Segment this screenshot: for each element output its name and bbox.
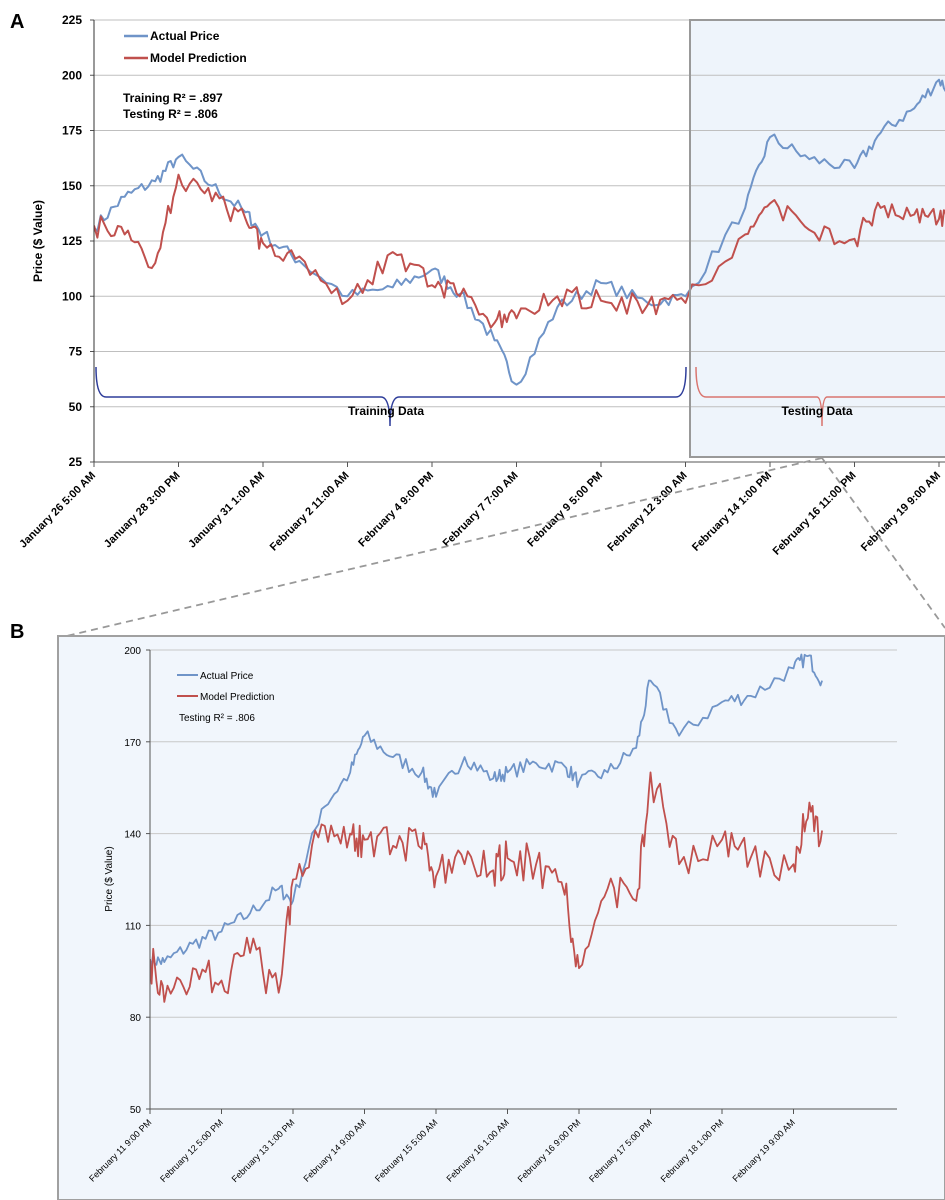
chart-b-y-axis-label: Price ($ Value) (104, 846, 115, 911)
chart-a-x-tick-label: February 9 5:00 PM (525, 470, 605, 550)
legend-a-actual-label: Actual Price (150, 29, 220, 43)
chart-a-x-ticks: January 26 5:00 AM January 28 3:00 PM Janu… (17, 461, 945, 558)
chart-a-y-tick-label: 50 (69, 400, 83, 414)
chart-b-y-tick-label: 200 (124, 646, 141, 657)
chart-b-y-tick-label: 50 (130, 1105, 142, 1116)
chart-a-x-tick-label: February 12 3:00 AM (605, 470, 689, 554)
chart-b-legend: Actual Price Model Prediction Testing R²… (177, 671, 274, 724)
chart-a-x-tick-label: January 28 3:00 PM (102, 470, 183, 551)
chart-b-series (150, 653, 823, 1003)
chart-a-x-tick-label: February 19 9:00 AM (859, 470, 943, 554)
chart-a-y-tick-label: 100 (62, 289, 82, 303)
training-r2-annotation: Training R² = .897 (123, 91, 223, 105)
training-data-label: Training Data (348, 404, 424, 418)
chart-a-series-line-model-prediction (94, 173, 945, 329)
chart-a-y-tick-label: 75 (69, 345, 83, 359)
panel-label-b: B (10, 621, 24, 643)
chart-a-y-tick-label: 175 (62, 124, 82, 138)
chart-a-x-tick-label: February 2 11:00 AM (268, 470, 352, 554)
chart-a-legend: Actual Price Model Prediction Training R… (123, 29, 247, 121)
training-data-brace (95, 366, 687, 427)
testing-r2-annotation-b: Testing R² = .806 (179, 713, 255, 724)
chart-a-x-tick-label: February 16 11:00 PM (771, 470, 859, 558)
legend-b-model-label: Model Prediction (200, 692, 274, 703)
chart-a-series (94, 78, 945, 386)
zoom-connector-left (57, 457, 823, 639)
chart-a-y-tick-label: 200 (62, 68, 82, 82)
chart-a-y-tick-label: 150 (62, 179, 82, 193)
chart-b-y-tick-label: 110 (125, 921, 141, 932)
chart-b-series-line-model-prediction (150, 771, 823, 1003)
chart-a-y-tick-label: 225 (62, 13, 82, 27)
chart-a-x-tick-label: January 31 1:00 AM (186, 470, 267, 551)
chart-b-y-tick-label: 140 (124, 830, 141, 841)
testing-data-brace (695, 366, 945, 427)
chart-a: 25 50 75 100 125 150 175 200 225 January 26 5:00… (10, 11, 945, 558)
chart-a-y-ticks: 25 50 75 100 125 150 175 200 225 (62, 13, 94, 469)
legend-b-actual-label: Actual Price (200, 671, 254, 682)
chart-a-series-line-actual-price (94, 78, 945, 386)
testing-region-frame (689, 19, 945, 458)
chart-b-y-ticks: 50 80 110 140 170 200 (124, 646, 150, 1116)
testing-r2-annotation: Testing R² = .806 (123, 107, 218, 121)
chart-a-x-tick-label: February 14 1:00 PM (690, 470, 774, 554)
testing-data-label: Testing Data (781, 404, 852, 418)
chart-b-series-line-actual-price (150, 653, 823, 968)
chart-a-x-tick-label: January 26 5:00 AM (17, 470, 98, 551)
chart-b-y-tick-label: 80 (130, 1013, 142, 1024)
chart-b-y-tick-label: 170 (124, 738, 141, 749)
chart-a-y-axis-label: Price ($ Value) (31, 200, 45, 282)
chart-a-y-tick-label: 25 (69, 455, 83, 469)
chart-b-background (57, 635, 945, 1200)
zoom-connector-right (821, 457, 945, 629)
legend-a-model-label: Model Prediction (150, 51, 247, 65)
panel-label-a: A (10, 11, 24, 33)
chart-a-y-tick-label: 125 (62, 234, 82, 248)
chart-a-x-tick-label: February 4 9:00 PM (356, 470, 436, 550)
